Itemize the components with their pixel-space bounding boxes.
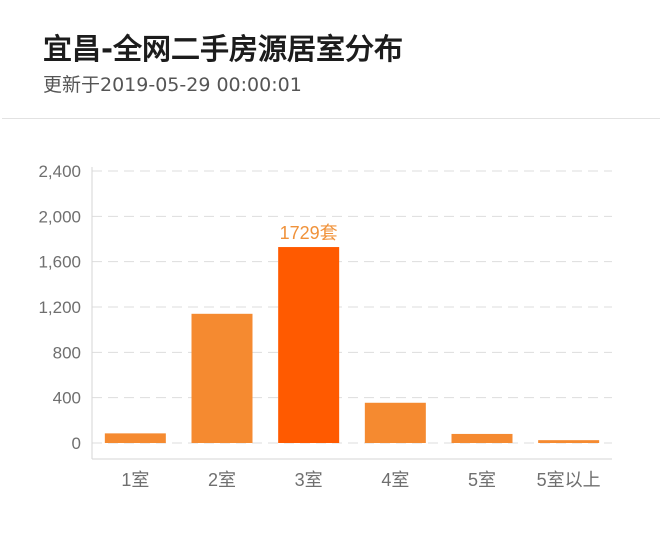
bar-value-label: 1729套 bbox=[280, 223, 338, 243]
x-tick-label: 2室 bbox=[208, 470, 236, 490]
y-tick-label: 400 bbox=[53, 389, 81, 408]
y-tick-label: 800 bbox=[53, 343, 81, 362]
y-tick-label: 2,400 bbox=[38, 162, 81, 181]
bar-1 bbox=[104, 433, 166, 443]
y-tick-label: 0 bbox=[72, 434, 81, 453]
bar-5 bbox=[451, 433, 513, 443]
bar-2 bbox=[191, 313, 253, 443]
bar-4 bbox=[364, 402, 426, 443]
x-tick-label: 5室以上 bbox=[537, 470, 601, 490]
y-tick-label: 1,200 bbox=[38, 298, 81, 317]
bar-6 bbox=[538, 440, 600, 443]
y-tick-label: 2,000 bbox=[38, 207, 81, 226]
x-tick-label: 5室 bbox=[468, 470, 496, 490]
chart-header: 宜昌-全网二手房源居室分布 更新于2019-05-29 00:00:01 bbox=[0, 0, 660, 120]
x-tick-label: 1室 bbox=[121, 470, 149, 490]
update-timestamp: 更新于2019-05-29 00:00:01 bbox=[43, 74, 302, 96]
x-tick-label: 3室 bbox=[295, 470, 323, 490]
x-tick-label: 4室 bbox=[381, 470, 409, 490]
y-tick-label: 1,600 bbox=[38, 253, 81, 272]
header-divider bbox=[2, 118, 660, 119]
page-title: 宜昌-全网二手房源居室分布 bbox=[43, 32, 404, 66]
bar-3 bbox=[278, 247, 340, 443]
